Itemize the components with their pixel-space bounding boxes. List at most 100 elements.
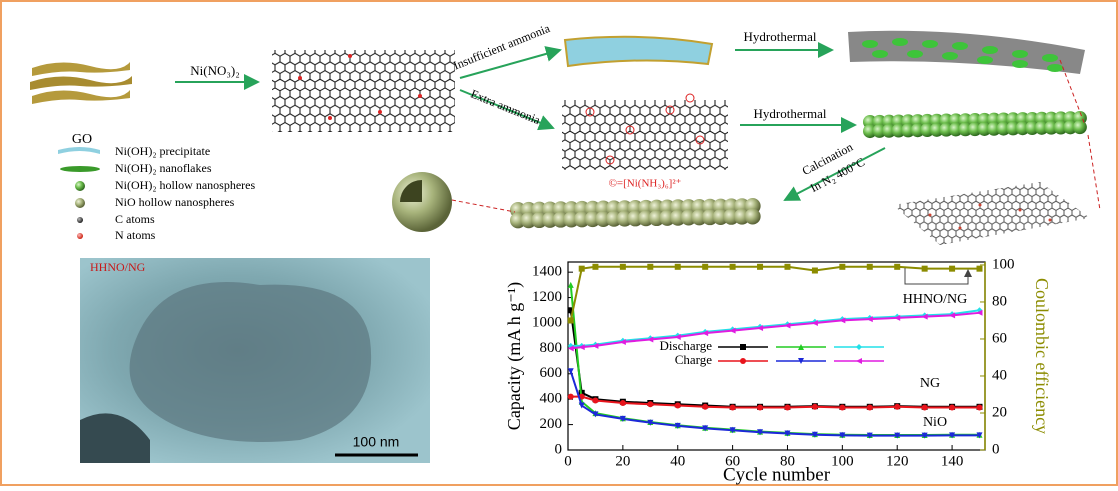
- marker: [839, 317, 846, 324]
- annotation-arrow: [904, 268, 972, 285]
- marker: [921, 313, 928, 320]
- marker: [949, 432, 956, 439]
- marker: [592, 397, 599, 404]
- marker: [674, 422, 681, 429]
- y2-tick-label: 100: [992, 256, 1015, 272]
- marker: [578, 402, 585, 409]
- marker: [921, 432, 928, 439]
- x-tick-label: 80: [780, 453, 795, 469]
- annotation: NiO: [923, 415, 947, 430]
- x-tick-label: 60: [725, 453, 740, 469]
- legend-marker: [740, 358, 746, 364]
- arrow: [459, 89, 555, 131]
- marker: [866, 316, 873, 323]
- precipitate-sheet: [563, 35, 714, 68]
- y-tick-label: 400: [540, 391, 563, 407]
- marker: [567, 393, 574, 400]
- marker: [976, 404, 983, 411]
- annotation: NG: [920, 376, 940, 391]
- marker: [839, 263, 846, 270]
- legend-marker: [798, 358, 804, 364]
- marker: [784, 430, 791, 437]
- marker: [702, 425, 709, 432]
- marker: [567, 281, 574, 288]
- marker: [578, 265, 585, 272]
- legend-text: Ni(OH)₂ precipitate: [115, 144, 210, 158]
- legend-marker: [798, 344, 804, 350]
- marker: [811, 319, 818, 326]
- legend-text: N atoms: [115, 228, 156, 242]
- marker: [592, 342, 599, 349]
- legend-marker: [856, 344, 862, 350]
- marker: [921, 265, 928, 272]
- legend-text: C atoms: [115, 212, 155, 226]
- sphere: [744, 208, 761, 225]
- marker: [729, 404, 736, 411]
- legend-marker: [740, 344, 746, 350]
- tem-shadow: [80, 413, 150, 463]
- marker: [811, 431, 818, 438]
- marker: [619, 415, 626, 422]
- go-sheets: [30, 62, 132, 104]
- legend-label: Discharge: [660, 338, 713, 353]
- y-tick-label: 1400: [532, 264, 562, 280]
- marker: [894, 403, 901, 410]
- marker: [784, 322, 791, 329]
- legend-text: Ni(OH)₂ hollow nanospheres: [115, 178, 255, 192]
- hydrothermal-bottom: Hydrothermal: [754, 106, 827, 121]
- marker: [592, 263, 599, 270]
- legend-text: NiO hollow nanospheres: [115, 195, 235, 209]
- plot-area: [567, 261, 986, 451]
- x-axis-label: Cycle number: [723, 464, 831, 485]
- marker: [567, 368, 574, 375]
- marker: [757, 263, 764, 270]
- marker: [674, 333, 681, 340]
- legend-icon: [77, 233, 83, 239]
- callout: [451, 199, 516, 213]
- marker: [619, 263, 626, 270]
- legend-icon: [75, 198, 85, 208]
- marker: [702, 263, 709, 270]
- nanosphere-rod: [863, 111, 1087, 139]
- x-tick-label: 140: [941, 453, 964, 469]
- x-tick-label: 40: [670, 453, 685, 469]
- y-tick-label: 800: [540, 340, 563, 356]
- marker: [729, 327, 736, 334]
- marker: [976, 265, 983, 272]
- marker: [811, 267, 818, 274]
- marker: [757, 404, 764, 411]
- y-tick-label: 600: [540, 365, 563, 381]
- marker: [674, 402, 681, 409]
- chart: 0 20 40 60 80 100 120 1400200400600800100012001…: [504, 256, 1052, 485]
- marker: [921, 404, 928, 411]
- legend-icon: [60, 166, 100, 172]
- sphere: [1072, 120, 1087, 135]
- marker: [729, 263, 736, 270]
- x-tick-label: 0: [564, 453, 572, 469]
- legend-icon: [77, 217, 83, 223]
- marker: [567, 317, 574, 324]
- marker: [578, 344, 585, 351]
- marker: [976, 432, 983, 439]
- arrow: [459, 46, 562, 79]
- marker: [757, 429, 764, 436]
- legend-text: Ni(OH)₂ nanoflakes: [115, 161, 212, 175]
- marker: [729, 427, 736, 434]
- marker: [866, 432, 873, 439]
- marker: [647, 401, 654, 408]
- y-tick-label: 1000: [532, 314, 562, 330]
- y2-tick-label: 60: [992, 330, 1007, 346]
- marker: [949, 312, 956, 319]
- x-tick-label: 120: [886, 453, 909, 469]
- marker: [949, 265, 956, 272]
- marker: [839, 432, 846, 439]
- y2-tick-label: 80: [992, 293, 1007, 309]
- callout: [1087, 134, 1101, 211]
- arrow: [783, 147, 886, 201]
- marker: [567, 307, 574, 314]
- legend-marker: [856, 358, 862, 364]
- marker: [702, 330, 709, 337]
- marker: [702, 403, 709, 410]
